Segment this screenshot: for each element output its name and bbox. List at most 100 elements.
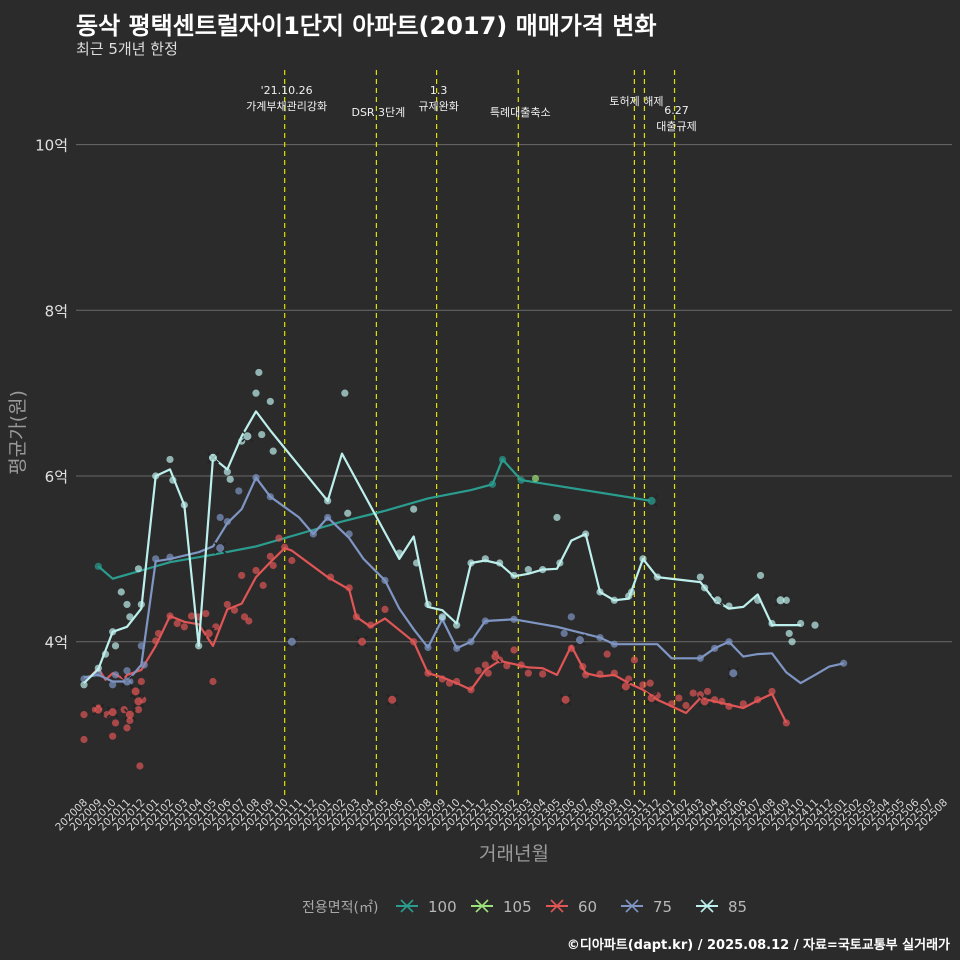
data-point — [166, 553, 174, 561]
data-point — [255, 368, 263, 377]
data-point — [109, 628, 117, 636]
data-point — [410, 505, 418, 513]
data-point — [610, 596, 618, 604]
data-point — [152, 555, 160, 563]
legend-key-cross — [625, 899, 639, 913]
data-point — [154, 629, 163, 638]
data-point — [445, 679, 454, 687]
event-label: 토허제 해제 — [609, 94, 663, 108]
data-point — [166, 612, 174, 620]
data-point — [94, 562, 102, 570]
y-tick-label: 10억 — [35, 137, 68, 155]
data-point — [109, 681, 117, 689]
legend-item-75[interactable]: 75 — [621, 898, 672, 916]
data-cross — [356, 635, 369, 648]
data-point — [209, 677, 217, 686]
data-point — [498, 455, 507, 464]
data-point — [173, 619, 181, 628]
data-point — [840, 659, 848, 667]
data-point — [266, 552, 274, 560]
legend-label: 75 — [653, 898, 672, 916]
data-point — [725, 702, 733, 710]
data-point — [797, 619, 805, 628]
chart-title: 동삭 평택센트럴자이1단지 아파트(2017) 매매가격 변화 — [76, 12, 657, 40]
data-point — [510, 646, 518, 654]
data-point — [223, 517, 231, 526]
data-point — [768, 619, 776, 628]
data-point — [579, 662, 587, 671]
data-cross — [645, 494, 658, 507]
data-point — [169, 476, 177, 484]
data-cross — [129, 685, 142, 698]
legend-item-105[interactable]: 105 — [471, 898, 532, 916]
data-cross — [386, 693, 399, 706]
data-point — [467, 559, 475, 567]
data-point — [281, 543, 289, 551]
data-point — [531, 474, 540, 483]
data-point — [367, 621, 375, 629]
data-cross — [573, 633, 586, 647]
data-point — [668, 700, 676, 708]
data-point — [711, 644, 719, 652]
data-point — [701, 584, 709, 592]
data-point — [754, 596, 762, 604]
data-point — [438, 675, 446, 683]
series-line — [83, 476, 844, 685]
data-point — [524, 669, 532, 677]
legend-key-cross — [550, 899, 564, 913]
data-point — [596, 588, 604, 596]
data-point — [80, 711, 88, 719]
data-point — [556, 559, 564, 567]
data-point — [474, 667, 482, 675]
data-point — [524, 566, 532, 574]
data-point — [345, 584, 353, 592]
data-point — [517, 661, 525, 669]
data-point — [111, 719, 120, 727]
data-cross — [214, 542, 227, 555]
legend-item-60[interactable]: 60 — [546, 898, 597, 916]
legend[interactable]: 전용면적(㎡) 100 105 60 75 85 — [302, 898, 747, 916]
data-point — [187, 612, 196, 620]
data-point — [424, 669, 432, 677]
legend-item-100[interactable]: 100 — [396, 898, 457, 916]
data-point — [484, 669, 492, 677]
legend-key-cross — [475, 899, 489, 913]
data-point — [324, 497, 332, 505]
data-point — [725, 638, 733, 646]
legend-item-85[interactable]: 85 — [696, 898, 747, 916]
data-point — [696, 654, 704, 662]
data-point — [123, 724, 131, 732]
data-point — [675, 694, 683, 702]
data-point — [80, 735, 88, 744]
data-point — [252, 474, 260, 482]
data-point — [503, 662, 511, 670]
data-point — [223, 600, 231, 609]
data-point — [488, 480, 497, 488]
event-label: 1.3 — [430, 84, 448, 97]
y-tick-label: 4억 — [45, 634, 68, 652]
data-point — [689, 689, 697, 697]
legend-label: 60 — [578, 898, 597, 916]
data-point — [811, 621, 819, 629]
data-point — [245, 617, 253, 625]
data-point — [703, 687, 712, 696]
event-label: 대출규제 — [656, 120, 696, 133]
data-point — [453, 621, 461, 629]
data-point — [137, 642, 145, 650]
data-cross — [202, 627, 215, 640]
legend-label: 85 — [728, 898, 747, 916]
data-point — [424, 600, 432, 609]
data-point — [627, 588, 636, 596]
data-point — [137, 677, 145, 686]
event-label: DSR 3단계 — [351, 106, 405, 119]
legend-key-cross — [400, 899, 414, 913]
y-tick-label: 8억 — [45, 302, 68, 320]
data-point — [630, 656, 639, 664]
data-point — [195, 642, 203, 650]
data-point — [216, 513, 224, 522]
data-point — [202, 609, 210, 618]
data-point — [768, 687, 776, 696]
data-point — [596, 633, 604, 642]
data-point — [517, 476, 525, 484]
data-point — [136, 762, 144, 770]
